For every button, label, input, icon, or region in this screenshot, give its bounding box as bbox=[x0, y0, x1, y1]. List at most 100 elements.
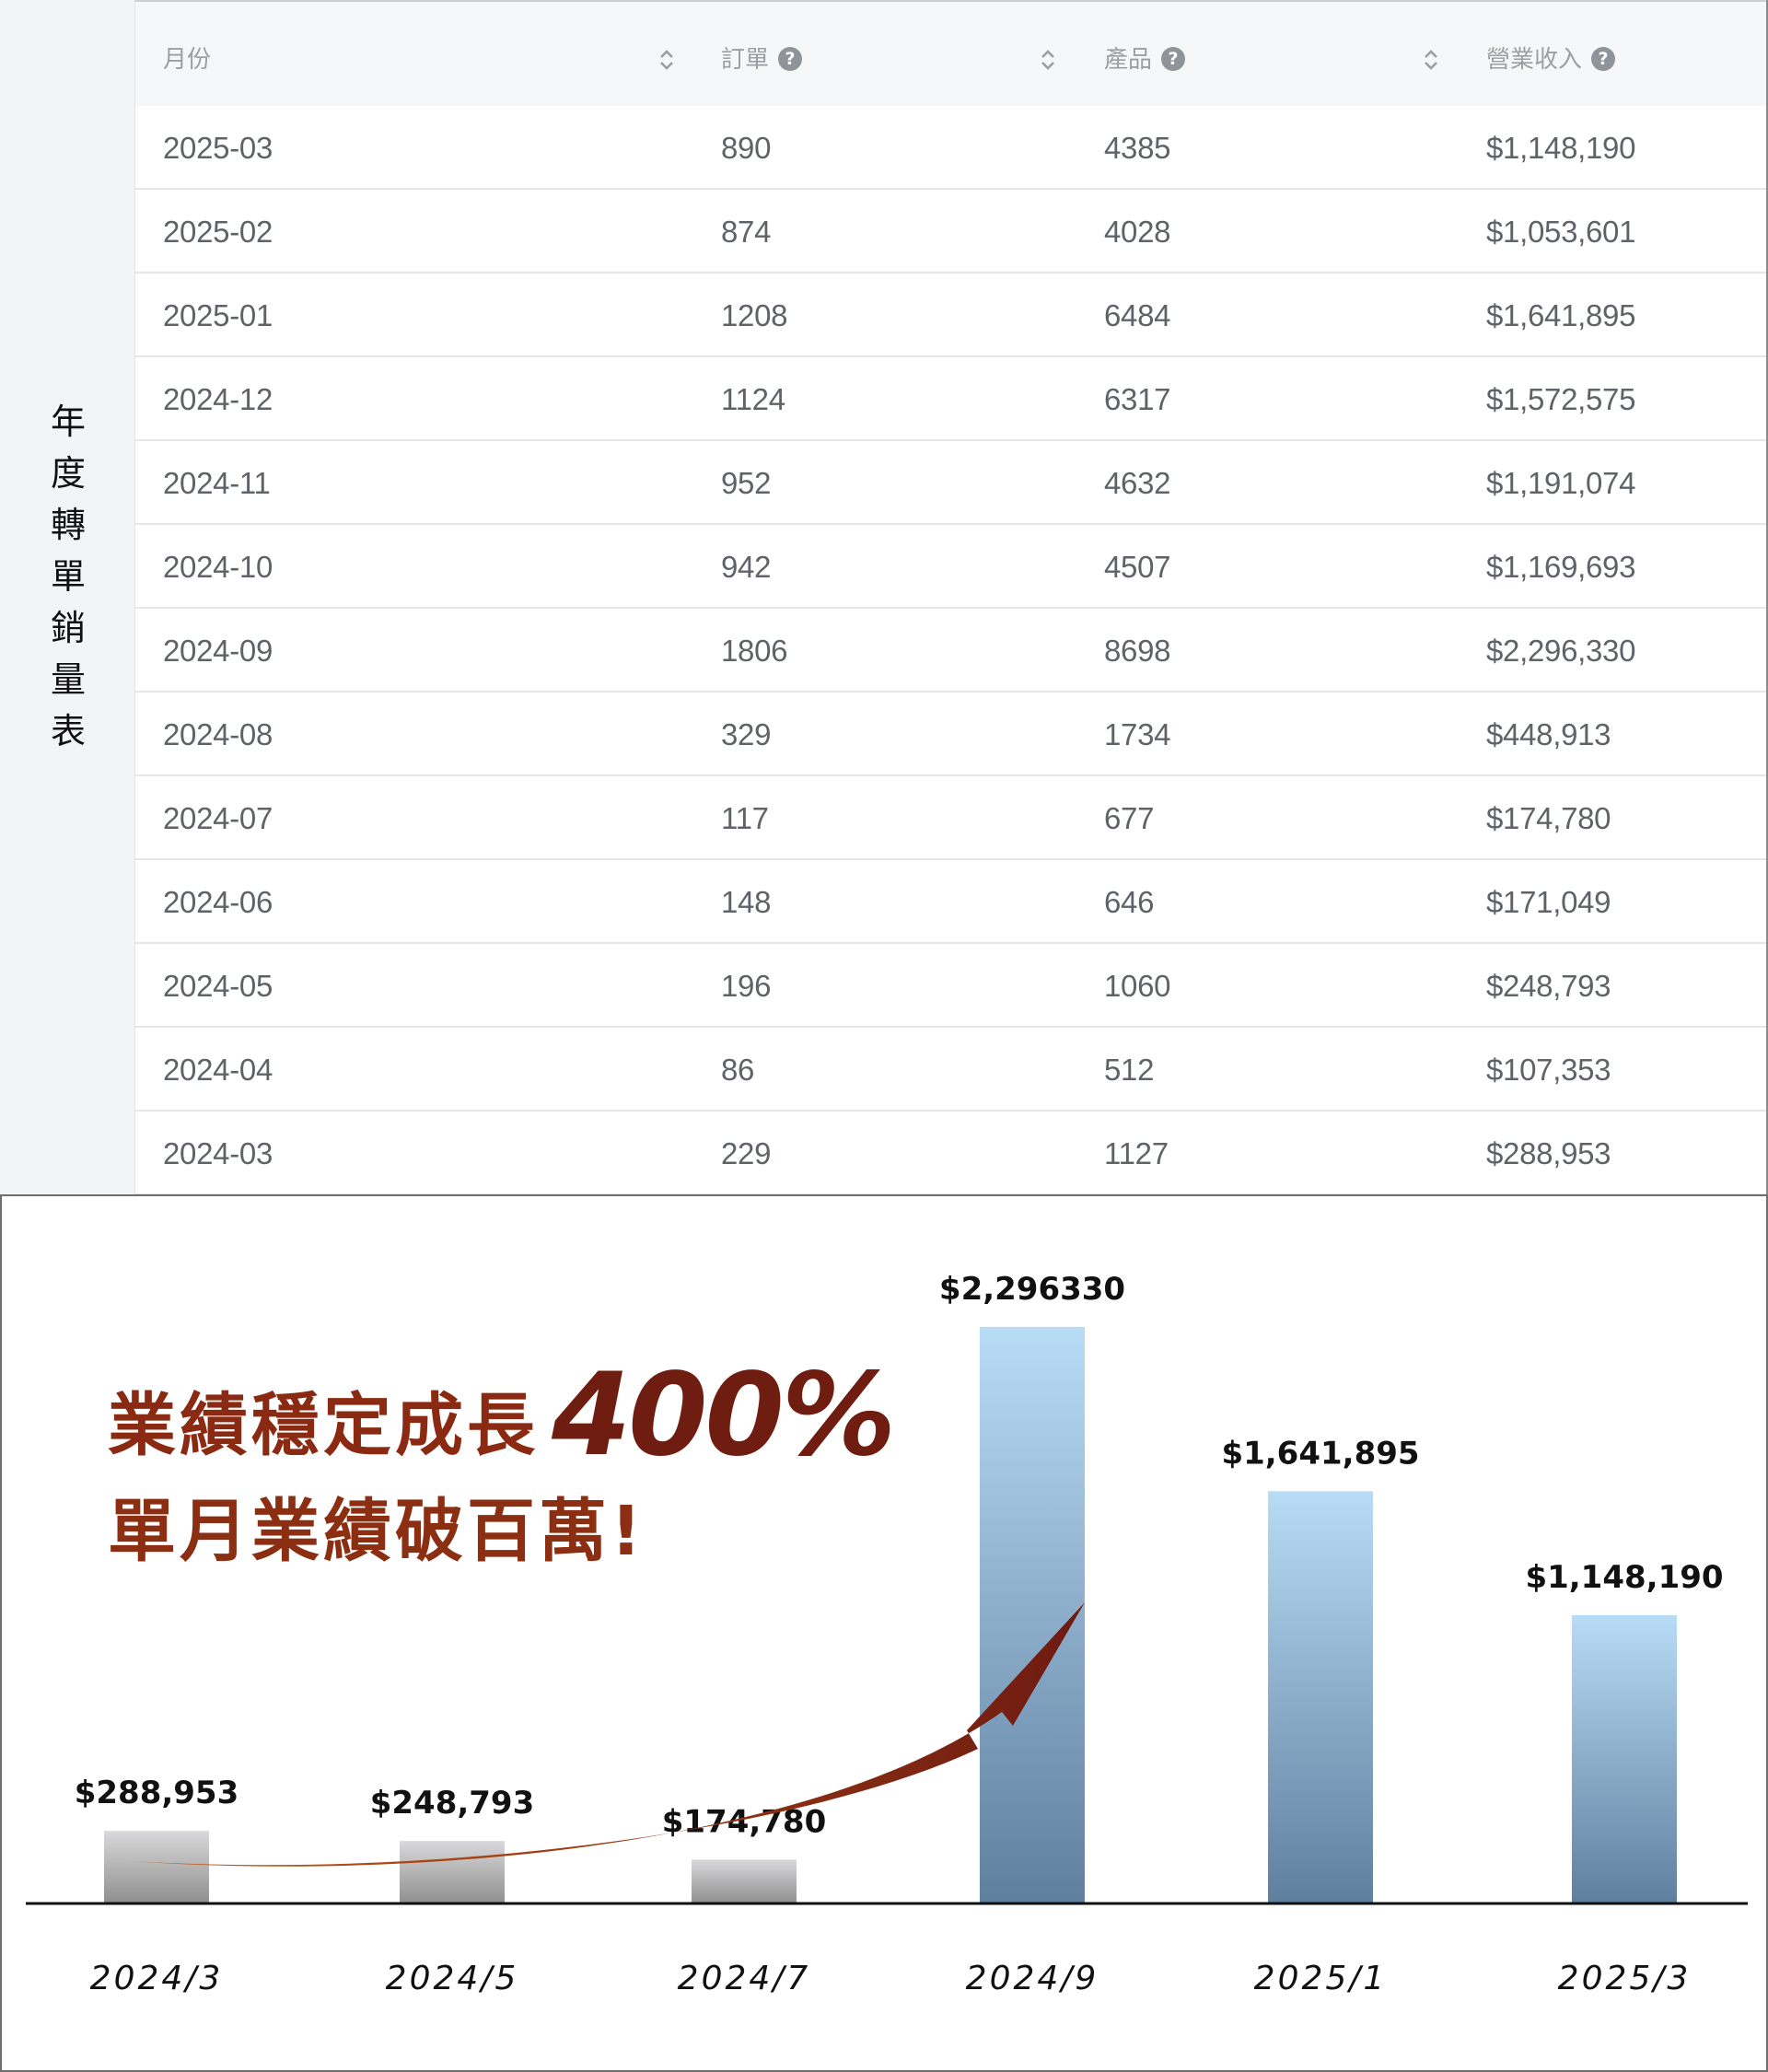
cell-orders: 874 bbox=[721, 215, 772, 249]
sales-table: 月份 訂單? 產品? 營業收入? 2025-03 890 4385 $1,148,19… bbox=[134, 0, 1766, 1195]
cell-products: 677 bbox=[1104, 801, 1155, 835]
cell-products: 4028 bbox=[1104, 215, 1171, 249]
cell-month: 2024-05 bbox=[163, 969, 273, 1003]
bar-2025-1 bbox=[1268, 1491, 1373, 1903]
cell-products: 1060 bbox=[1104, 969, 1171, 1003]
cell-products: 8698 bbox=[1104, 634, 1171, 668]
cell-orders: 148 bbox=[721, 885, 772, 919]
cell-orders: 86 bbox=[721, 1053, 755, 1087]
side-title-char: 量 bbox=[50, 659, 86, 700]
cell-orders: 117 bbox=[721, 801, 769, 835]
cell-month: 2024-04 bbox=[163, 1053, 273, 1087]
table-row[interactable]: 2024-05 196 1060 $248,793 bbox=[135, 944, 1766, 1028]
cell-month: 2024-07 bbox=[163, 801, 273, 835]
cell-revenue: $1,572,575 bbox=[1486, 382, 1636, 416]
table-row[interactable]: 2024-08 329 1734 $448,913 bbox=[135, 693, 1766, 776]
table-row[interactable]: 2024-07 117 677 $174,780 bbox=[135, 776, 1766, 860]
table-row[interactable]: 2024-04 86 512 $107,353 bbox=[135, 1028, 1766, 1112]
cell-revenue: $1,641,895 bbox=[1486, 298, 1636, 332]
sort-icon[interactable] bbox=[1421, 46, 1441, 74]
column-header-revenue[interactable]: 營業收入? bbox=[1486, 2, 1616, 106]
cell-month: 2024-12 bbox=[163, 382, 273, 416]
table-row[interactable]: 2025-02 874 4028 $1,053,601 bbox=[135, 190, 1766, 274]
sales-table-section: 年度轉單銷量表 月份 訂單? 產品? 營業收入? bbox=[0, 0, 1768, 1195]
cell-month: 2024-11 bbox=[163, 466, 271, 500]
cell-products: 4507 bbox=[1104, 550, 1171, 584]
cell-revenue: $174,780 bbox=[1486, 801, 1611, 835]
column-header-month[interactable]: 月份 bbox=[163, 2, 211, 106]
cell-month: 2024-09 bbox=[163, 634, 273, 668]
cell-revenue: $448,913 bbox=[1486, 717, 1611, 751]
cell-month: 2024-08 bbox=[163, 717, 273, 751]
x-tick-label: 2024/3 bbox=[90, 1960, 224, 1997]
table-row[interactable]: 2024-03 229 1127 $288,953 bbox=[135, 1112, 1766, 1195]
headline-line-2: 單月業績破百萬! bbox=[108, 1492, 646, 1571]
table-row[interactable]: 2024-11 952 4632 $1,191,074 bbox=[135, 441, 1766, 525]
headline-text: 業績穩定成長 bbox=[108, 1386, 539, 1465]
x-tick-label: 2025/3 bbox=[1558, 1960, 1692, 1997]
cell-products: 1734 bbox=[1104, 717, 1171, 751]
cell-orders: 1806 bbox=[721, 634, 788, 668]
cell-month: 2025-03 bbox=[163, 131, 273, 165]
data-label: $1,641,895 bbox=[1221, 1435, 1419, 1472]
x-tick-label: 2024/9 bbox=[966, 1960, 1099, 1997]
column-header-orders[interactable]: 訂單? bbox=[721, 2, 803, 106]
side-title-char: 轉 bbox=[50, 505, 86, 545]
table-row[interactable]: 2025-01 1208 6484 $1,641,895 bbox=[135, 274, 1766, 357]
data-label: $288,953 bbox=[75, 1775, 239, 1811]
x-tick-label: 2024/7 bbox=[678, 1960, 811, 1997]
bar-2024-5 bbox=[400, 1841, 505, 1903]
cell-orders: 952 bbox=[721, 466, 772, 500]
table-header: 月份 訂單? 產品? 營業收入? bbox=[135, 2, 1766, 106]
help-icon[interactable]: ? bbox=[778, 47, 803, 71]
growth-arrow bbox=[131, 1602, 1085, 1867]
cell-revenue: $171,049 bbox=[1486, 885, 1611, 919]
revenue-bar-chart: $288,953 $248,793 $174,780 $2,296330 $1,641,… bbox=[26, 1271, 1748, 1997]
cell-revenue: $107,353 bbox=[1486, 1053, 1611, 1087]
side-title-char: 度 bbox=[50, 453, 86, 494]
headline-percentage: 400% bbox=[552, 1349, 896, 1482]
data-label: $2,296330 bbox=[939, 1271, 1125, 1308]
x-tick-label: 2025/1 bbox=[1254, 1960, 1388, 1997]
cell-products: 512 bbox=[1104, 1053, 1155, 1087]
help-icon[interactable]: ? bbox=[1591, 47, 1616, 71]
cell-revenue: $1,169,693 bbox=[1486, 550, 1636, 584]
column-header-label: 訂單 bbox=[721, 46, 770, 74]
data-label: $1,148,190 bbox=[1525, 1559, 1723, 1596]
side-title-char: 單 bbox=[50, 556, 86, 597]
revenue-chart-section: $288,953 $248,793 $174,780 $2,296330 $1,641,… bbox=[0, 1194, 1768, 2072]
table-row[interactable]: 2024-12 1124 6317 $1,572,575 bbox=[135, 357, 1766, 441]
cell-month: 2025-01 bbox=[163, 298, 273, 332]
cell-orders: 1124 bbox=[721, 382, 785, 416]
x-tick-label: 2024/5 bbox=[386, 1960, 519, 1997]
bar-2024-7 bbox=[692, 1859, 797, 1903]
cell-orders: 196 bbox=[721, 969, 772, 1003]
side-title-char: 年 bbox=[50, 402, 86, 442]
bar-2024-3 bbox=[104, 1831, 209, 1903]
side-title: 年度轉單銷量表 bbox=[37, 396, 99, 757]
headline-line-1: 業績穩定成長 400% bbox=[108, 1349, 896, 1482]
column-header-label: 產品 bbox=[1104, 46, 1153, 74]
cell-orders: 942 bbox=[721, 550, 772, 584]
table-row[interactable]: 2024-10 942 4507 $1,169,693 bbox=[135, 525, 1766, 609]
table-row[interactable]: 2025-03 890 4385 $1,148,190 bbox=[135, 106, 1766, 190]
cell-month: 2024-10 bbox=[163, 550, 273, 584]
bar-2024-9 bbox=[980, 1326, 1085, 1903]
cell-revenue: $1,053,601 bbox=[1486, 215, 1636, 249]
sort-icon[interactable] bbox=[1038, 46, 1058, 74]
cell-orders: 1208 bbox=[721, 298, 788, 332]
help-icon[interactable]: ? bbox=[1161, 47, 1186, 71]
cell-month: 2025-02 bbox=[163, 215, 273, 249]
cell-orders: 329 bbox=[721, 717, 772, 751]
table-row[interactable]: 2024-09 1806 8698 $2,296,330 bbox=[135, 609, 1766, 693]
side-title-char: 表 bbox=[50, 711, 86, 751]
column-header-products[interactable]: 產品? bbox=[1104, 2, 1186, 106]
table-row[interactable]: 2024-06 148 646 $171,049 bbox=[135, 860, 1766, 944]
sort-icon[interactable] bbox=[657, 46, 677, 74]
column-header-label: 月份 bbox=[163, 46, 212, 74]
data-label: $174,780 bbox=[662, 1803, 827, 1840]
cell-revenue: $1,148,190 bbox=[1486, 131, 1636, 165]
cell-revenue: $288,953 bbox=[1486, 1136, 1611, 1170]
cell-orders: 890 bbox=[721, 131, 772, 165]
cell-month: 2024-06 bbox=[163, 885, 273, 919]
